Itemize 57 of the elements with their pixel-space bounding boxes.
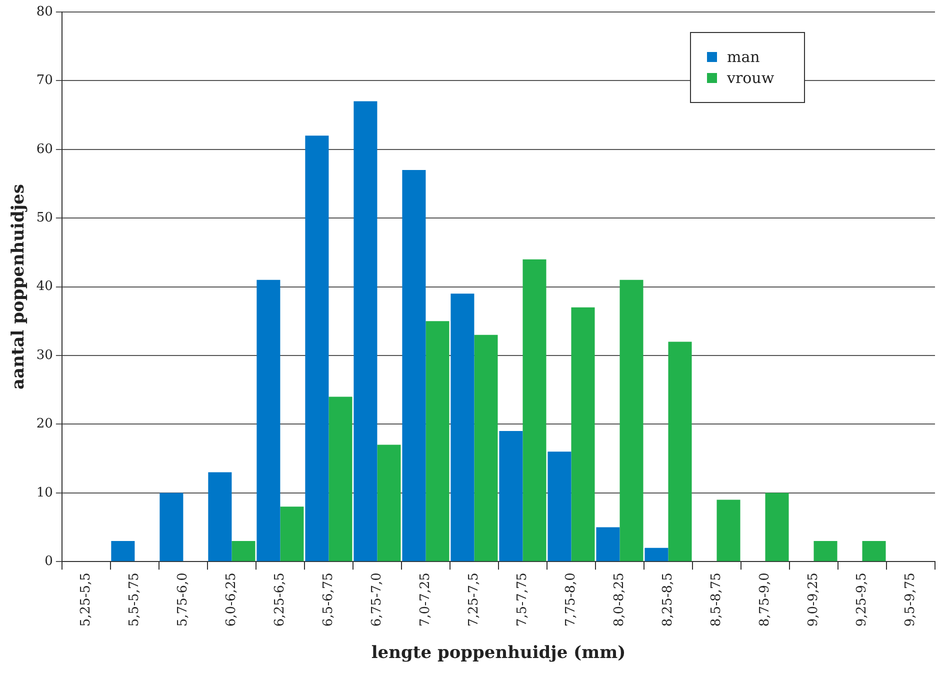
- bar: [111, 540, 135, 562]
- bar: [620, 280, 644, 562]
- x-tick-label: 9,25-9,5: [854, 572, 870, 627]
- bar: [716, 500, 740, 562]
- y-tick-label: 60: [36, 142, 53, 157]
- bar: [474, 334, 498, 562]
- y-tick-label: 30: [36, 348, 53, 363]
- bar: [765, 492, 789, 562]
- x-tick-label: 7,75-8,0: [564, 572, 579, 627]
- x-tick-label: 7,5-7,75: [515, 572, 530, 627]
- bar: [232, 540, 256, 562]
- bar: [354, 101, 378, 562]
- bar: [814, 540, 838, 562]
- y-tick-label: 50: [36, 210, 53, 226]
- bar: [402, 170, 426, 562]
- y-tick-label: 20: [36, 416, 53, 432]
- bar: [668, 342, 692, 562]
- x-tick-label: 8,5-8,75: [709, 572, 724, 627]
- y-axis-title: aantal poppenhuidjes: [8, 184, 29, 390]
- x-tick-label: 6,0-6,25: [224, 572, 240, 627]
- legend-label: man: [727, 48, 760, 66]
- legend-label: vrouw: [727, 69, 774, 87]
- bar: [160, 492, 184, 562]
- bar: [862, 540, 886, 562]
- bar: [596, 527, 620, 562]
- x-tick-label: 7,25-7,5: [466, 572, 482, 627]
- x-tick-label: 9,0-9,25: [806, 572, 822, 627]
- x-tick-label: 5,75-6,0: [176, 572, 191, 627]
- bar: [280, 506, 304, 562]
- bar: [208, 472, 232, 562]
- bar: [305, 136, 329, 562]
- x-tick-label: 6,25-6,5: [272, 572, 288, 627]
- bar: [256, 280, 280, 562]
- bar: [644, 548, 668, 562]
- y-tick-label: 10: [36, 485, 53, 500]
- y-tick-label: 0: [44, 554, 53, 569]
- x-tick-label: 5,25-5,5: [78, 572, 94, 627]
- x-axis-title: lengte poppenhuidje (mm): [371, 643, 626, 664]
- x-tick-label: 9,5-9,75: [903, 572, 918, 627]
- y-tick-label: 40: [36, 279, 53, 294]
- x-tick-label: 8,25-8,5: [660, 572, 676, 627]
- bar: [571, 307, 595, 562]
- x-tick-label: 8,75-9,0: [758, 572, 773, 627]
- x-tick-label: 6,5-6,75: [321, 572, 336, 627]
- x-tick-label: 8,0-8,25: [612, 572, 628, 627]
- x-tick-label: 7,0-7,25: [418, 572, 434, 627]
- x-tick-label: 5,5-5,75: [127, 572, 142, 627]
- y-tick-label: 70: [36, 73, 53, 88]
- bar: [522, 259, 546, 562]
- bar: [426, 321, 450, 562]
- bar: [377, 444, 401, 562]
- bar: [328, 396, 352, 562]
- bar: [499, 431, 523, 562]
- y-tick-label: 80: [36, 4, 53, 20]
- bar: [450, 294, 474, 562]
- x-tick-label: 6,75-7,0: [370, 572, 385, 627]
- bar: [548, 452, 572, 562]
